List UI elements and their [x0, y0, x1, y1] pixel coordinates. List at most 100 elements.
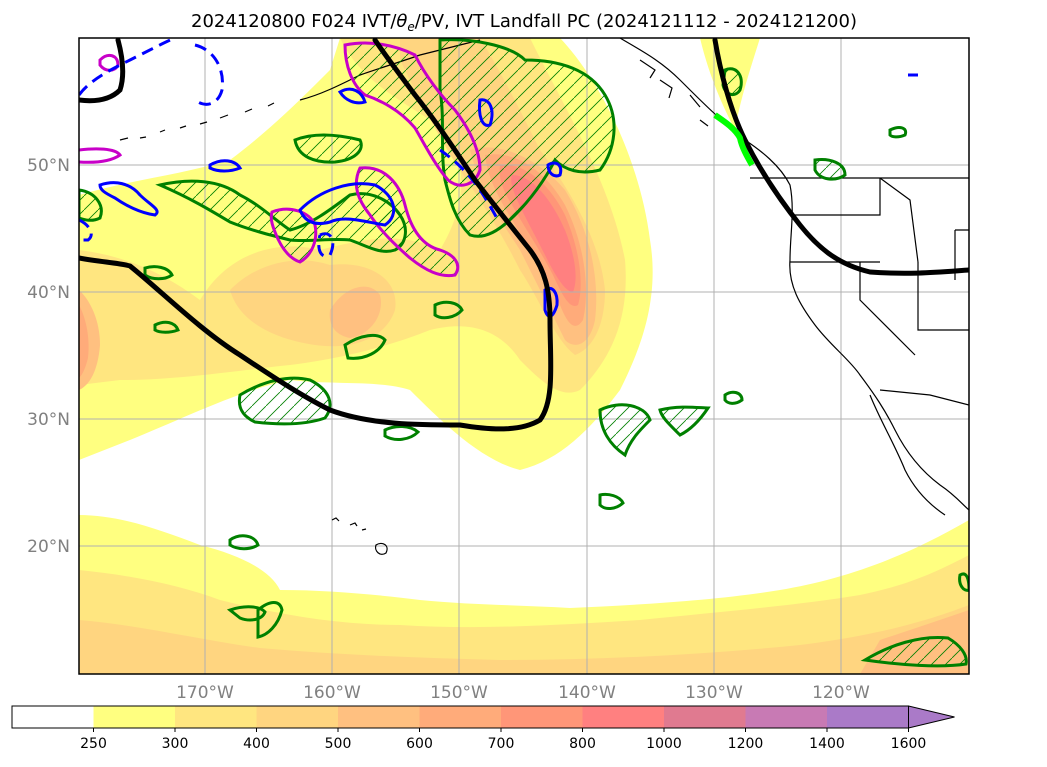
- theta-e-small-contours: [143, 126, 969, 639]
- colorbar-tick-label: 1400: [809, 736, 845, 752]
- theta-e-south: [237, 376, 332, 426]
- border-nevada-east: [917, 262, 969, 331]
- theta-e-small-9: [383, 425, 421, 441]
- blue-dashed-2: [194, 43, 225, 106]
- pv-hatched-1: [354, 166, 460, 278]
- lat-label-40: 40°N: [27, 283, 70, 303]
- landfall-segment: [713, 112, 755, 167]
- map-title: 2024120800 F024 IVT/θe/PV, IVT Landfall …: [191, 11, 857, 34]
- colorbar-tick-label: 1600: [891, 736, 927, 752]
- colorbar-segment: [12, 706, 94, 728]
- border-california-nevada: [859, 262, 916, 356]
- theta-e-west-edge: [79, 188, 103, 222]
- latitude-labels: 50°N 40°N 30°N 20°N: [27, 156, 70, 557]
- border-idaho: [879, 177, 919, 263]
- colorbar-tick-label: 1000: [646, 736, 682, 752]
- map-frame: [78, 37, 970, 675]
- coast-hawaii: [331, 517, 388, 555]
- blue-contour-2: [98, 181, 159, 217]
- blue-dashed-4: [79, 218, 93, 242]
- lat-label-20: 20°N: [27, 537, 70, 557]
- colorbar-tick-label: 400: [243, 736, 270, 752]
- blue-contour-7: [546, 161, 563, 178]
- colorbar-segment: [419, 706, 502, 728]
- coast-bc-islands: [639, 59, 709, 127]
- ivt-pc-north: [79, 38, 126, 104]
- ivt-west-edge-2: [79, 305, 89, 378]
- pv-line-west: [79, 147, 123, 164]
- ivt-ar-800: [511, 175, 576, 292]
- theta-e-blob-5: [813, 158, 847, 181]
- blue-contours: [98, 73, 918, 318]
- coast-aleutians: [119, 102, 275, 141]
- colorbar-segment: [338, 706, 420, 728]
- map-content: [79, 38, 969, 674]
- border-baja: [869, 394, 946, 516]
- coastlines: [119, 38, 969, 555]
- ivt-band-south-400: [79, 605, 969, 674]
- blue-contour-5: [337, 87, 367, 105]
- pv-hatched-2: [269, 207, 318, 264]
- colorbar-segment: [664, 706, 746, 728]
- theta-e-small-3: [228, 534, 260, 551]
- theta-e-small-4: [343, 333, 387, 360]
- theta-e-small-7: [143, 265, 174, 281]
- colorbar-tick-label: 1200: [728, 736, 764, 752]
- lon-label-170: 170°W: [176, 683, 234, 703]
- colorbar-tick-label: 800: [569, 736, 596, 752]
- lon-label-160: 160°W: [303, 683, 361, 703]
- ivt-blob-west-2: [329, 286, 381, 338]
- colorbar-outline: [11, 705, 909, 729]
- longitude-labels: 170°W 160°W 150°W 140°W 130°W 120°W: [176, 683, 870, 703]
- ivt-pc-main: [79, 38, 554, 432]
- lat-label-50: 50°N: [27, 156, 70, 176]
- theta-e-small-1: [226, 605, 267, 622]
- blue-dashed-1: [79, 38, 176, 96]
- colorbar-tick-label: 500: [325, 736, 352, 752]
- colorbar: 250 300 400 500 600 700 800 1000 1200 1400 1600: [11, 705, 955, 752]
- colorbar-tick-label: 300: [162, 736, 189, 752]
- colorbar-segment: [175, 706, 257, 728]
- theta-e-small-8: [153, 320, 180, 334]
- colorbar-segment: [745, 706, 828, 728]
- ivt-band-south-300: [79, 555, 969, 674]
- blue-dashed-contours: [79, 38, 500, 258]
- lon-label-140: 140°W: [558, 683, 616, 703]
- blue-contour-6: [543, 286, 559, 318]
- coast-north-america: [619, 38, 969, 511]
- blue-contour-3: [208, 159, 243, 173]
- colorbar-tick-label: 250: [80, 736, 107, 752]
- theta-e-blob-3: [658, 405, 711, 437]
- colorbar-segment: [256, 706, 339, 728]
- theta-e-contours: [79, 38, 968, 668]
- theta-e-small-10: [958, 572, 969, 592]
- border-mexico: [879, 389, 969, 406]
- theta-e-small-2: [256, 601, 284, 639]
- border-oregon-washington: [790, 178, 881, 216]
- theta-e-blob-4: [860, 635, 968, 668]
- colorbar-segment: [827, 706, 909, 728]
- colorbar-segment: [582, 706, 665, 728]
- ivt-pc-lines: [79, 38, 969, 432]
- ivt-pc-east: [712, 38, 969, 276]
- theta-e-small-6: [598, 492, 625, 510]
- lat-label-30: 30°N: [27, 410, 70, 430]
- theta-e-blob-2: [598, 403, 652, 458]
- blue-dashed-5: [317, 232, 335, 258]
- colorbar-tick-label: 600: [406, 736, 433, 752]
- blue-dashed-3: [439, 148, 500, 221]
- lon-label-150: 150°W: [430, 683, 488, 703]
- lon-label-120: 120°W: [812, 683, 870, 703]
- colorbar-segment: [93, 706, 176, 728]
- theta-e-small-11: [723, 390, 744, 405]
- theta-e-blob-1: [293, 133, 363, 164]
- lon-label-130: 130°W: [685, 683, 743, 703]
- theta-e-small-5: [433, 300, 464, 320]
- theta-e-aleutian: [438, 38, 616, 238]
- theta-e-small-12: [888, 126, 908, 139]
- colorbar-segment: [501, 706, 583, 728]
- blue-contour-1: [298, 182, 396, 227]
- blue-contour-4: [478, 98, 494, 127]
- colorbar-extend-arrow: [908, 705, 955, 729]
